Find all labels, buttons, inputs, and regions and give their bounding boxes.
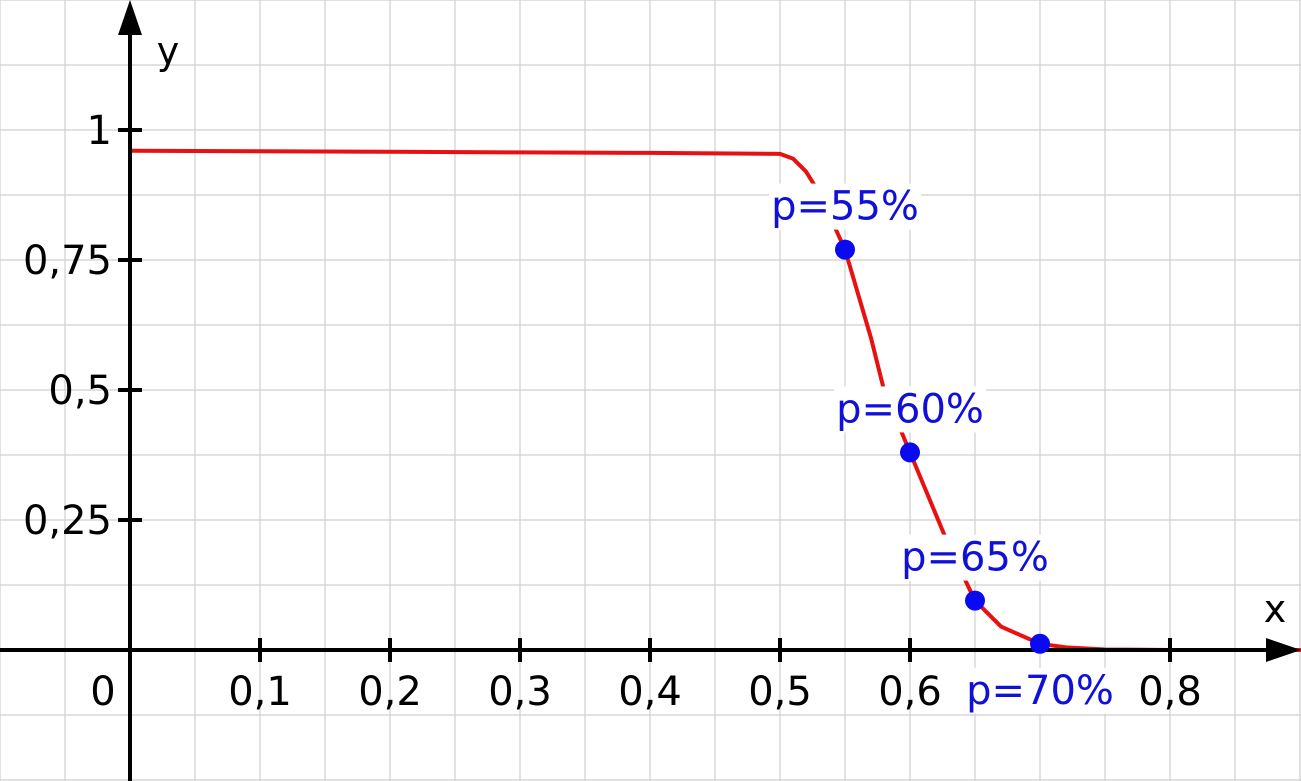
x-axis-arrow-icon bbox=[1266, 638, 1301, 662]
points-layer: p=55% p=60% p=65% p=70% bbox=[769, 183, 1116, 714]
y-axis-arrow-icon bbox=[118, 0, 142, 35]
data-label-background bbox=[834, 386, 986, 433]
data-label: p=70% bbox=[966, 668, 1114, 714]
data-label-background bbox=[899, 534, 1051, 581]
data-label: p=65% bbox=[901, 535, 1049, 581]
data-point bbox=[835, 239, 855, 260]
y-tick-label: 0,75 bbox=[23, 238, 112, 284]
x-tick-label: 0,5 bbox=[748, 669, 812, 715]
ticks: 0,1 0,2 0,3 0,4 0,5 0,6 0,8 0,25 0,5 0,75 1 bbox=[23, 108, 1202, 715]
x-tick-label: 0,3 bbox=[488, 669, 552, 715]
origin-label: 0 bbox=[90, 669, 115, 715]
data-label: p=55% bbox=[771, 184, 919, 230]
y-tick-label: 1 bbox=[87, 108, 112, 154]
x-axis-label: x bbox=[1264, 587, 1287, 631]
x-tick-label: 0,1 bbox=[228, 669, 292, 715]
data-point bbox=[1030, 633, 1050, 654]
x-tick-label: 0,8 bbox=[1138, 669, 1202, 715]
x-tick-label: 0,6 bbox=[878, 669, 942, 715]
data-point bbox=[900, 442, 920, 463]
data-label: p=60% bbox=[836, 386, 984, 432]
y-axis-label: y bbox=[157, 29, 180, 73]
data-label-background bbox=[769, 183, 921, 230]
x-tick-label: 0,4 bbox=[618, 669, 682, 715]
data-label-background bbox=[964, 667, 1116, 714]
y-tick-label: 0,5 bbox=[48, 368, 112, 414]
x-tick-label: 0,2 bbox=[358, 669, 422, 715]
y-tick-label: 0,25 bbox=[23, 498, 112, 544]
data-point bbox=[965, 590, 985, 611]
